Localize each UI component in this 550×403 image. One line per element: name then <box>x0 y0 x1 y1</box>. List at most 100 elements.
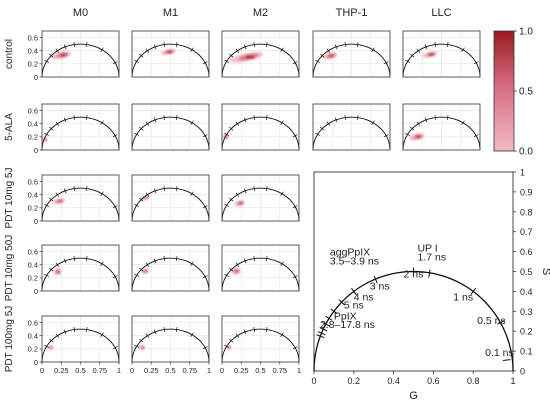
lifetime-tick <box>139 338 144 343</box>
lifetime-tick <box>253 327 256 333</box>
phasor-panel <box>131 103 210 151</box>
phasor-panel <box>221 103 300 151</box>
lifetime-tick <box>44 203 49 207</box>
lifetime-annotation: 1.7 ns <box>417 252 446 264</box>
lifetime-tick <box>416 121 421 126</box>
lifetime-tick <box>100 120 104 126</box>
lifetime-tick <box>224 344 229 348</box>
lifetime-tick <box>153 329 157 335</box>
panel-frame <box>41 30 120 78</box>
lifetime-tick <box>73 42 76 48</box>
density-core <box>58 200 62 202</box>
density-core <box>167 51 172 53</box>
lifetime-tick <box>139 126 144 131</box>
lifetime-tick <box>153 117 157 123</box>
universal-semicircle <box>41 187 120 222</box>
lifetime-tick <box>410 126 415 131</box>
lifetime-tick <box>356 115 359 121</box>
panel-frame <box>312 103 391 151</box>
colorbar-tick-label: 0.5 <box>519 87 533 98</box>
lifetime-annotation: 3.5–3.9 ns <box>330 256 379 268</box>
y-tick-label: 0.4 <box>28 120 38 129</box>
lifetime-tick <box>253 256 256 262</box>
universal-semicircle <box>131 187 210 222</box>
y-tick-label: 0.6 <box>28 177 38 186</box>
y-tick-label: 0.1 <box>520 347 533 357</box>
lifetime-tick <box>253 186 256 192</box>
y-tick-label: 0.6 <box>520 247 533 257</box>
lifetime-tick <box>145 333 150 338</box>
y-tick-label: 0 <box>34 217 38 226</box>
x-tick-label: 0.6 <box>427 376 440 386</box>
y-tick-label: 0 <box>34 358 38 367</box>
lifetime-tick <box>100 261 104 267</box>
universal-semicircle <box>41 328 120 363</box>
density-core <box>50 346 52 349</box>
colorbar: 1.0 0.5 0.0 <box>493 27 533 158</box>
lifetime-marker <box>428 269 431 278</box>
density-core <box>228 346 231 349</box>
lifetime-tick <box>63 188 67 194</box>
lifetime-tick <box>202 134 208 138</box>
lifetime-tick <box>405 59 410 63</box>
lifetime-tick <box>49 126 54 131</box>
lifetime-marker <box>338 299 346 306</box>
colorbar-gradient <box>493 30 515 152</box>
x-tick-label: 1 <box>297 366 301 375</box>
y-tick-label: 0.4 <box>28 191 38 200</box>
colorbar-tick-label: 0.0 <box>519 147 533 158</box>
x-tick-label: 0.8 <box>467 376 480 386</box>
lifetime-tick <box>134 132 139 136</box>
lifetime-tick <box>175 42 178 48</box>
lifetime-tick <box>265 115 268 121</box>
y-tick-label: 0.2 <box>28 345 38 354</box>
row-label: PDT 10mg 5J <box>4 168 15 229</box>
universal-semicircle <box>221 43 300 78</box>
lifetime-tick <box>134 273 139 277</box>
column-header: LLC <box>431 7 451 19</box>
row-label: 5-ALA <box>4 113 15 141</box>
panel-frame <box>221 244 300 292</box>
lifetime-tick <box>145 121 150 126</box>
lifetime-tick <box>235 121 240 126</box>
column-header: M1 <box>163 7 178 19</box>
lifetime-tick <box>55 121 60 126</box>
phasor-panel: 0 0.25 0.5 0.75 1 <box>130 315 211 375</box>
lifetime-tick <box>145 192 150 197</box>
density-core <box>329 54 334 57</box>
lifetime-tick <box>73 186 76 192</box>
panel-frame <box>221 103 300 151</box>
lifetime-tick <box>49 53 54 58</box>
density-core <box>245 55 255 59</box>
lifetime-tick <box>63 117 67 123</box>
y-tick-label: 0.2 <box>28 204 38 213</box>
lifetime-tick <box>416 48 421 53</box>
lifetime-tick <box>175 186 178 192</box>
lifetime-tick <box>265 327 268 333</box>
lifetime-tick <box>134 203 139 207</box>
x-tick-label: 0.75 <box>92 366 107 375</box>
y-tick-label: 0.3 <box>520 307 533 317</box>
lifetime-tick <box>292 205 298 209</box>
lifetime-tick <box>85 256 88 262</box>
lifetime-tick <box>243 258 247 264</box>
phasor-panel: 0 0.2 0.4 0.6 <box>28 174 120 226</box>
lifetime-tick <box>55 333 60 338</box>
lifetime-tick <box>55 48 60 53</box>
lifetime-tick <box>280 120 284 126</box>
lifetime-tick <box>473 134 479 138</box>
phasor-panel <box>221 244 300 292</box>
universal-semicircle <box>131 116 210 151</box>
universal-semicircle <box>41 43 120 78</box>
y-tick-label: 0.6 <box>28 247 38 256</box>
phasor-panel <box>221 30 300 78</box>
lifetime-tick <box>100 47 104 53</box>
lifetime-tick <box>202 61 208 65</box>
x-tick-label: 0.4 <box>387 376 400 386</box>
lifetime-tick <box>334 117 338 123</box>
lifetime-tick <box>253 115 256 121</box>
phasor-panel: 0 0.25 0.5 0.75 1 <box>220 315 301 375</box>
lifetime-annotation: 4 ns <box>354 291 374 303</box>
phasor-panel: 0 0.2 0.4 0.6 0 0.25 0.5 0.75 1 <box>28 315 121 375</box>
density-core <box>416 135 421 138</box>
